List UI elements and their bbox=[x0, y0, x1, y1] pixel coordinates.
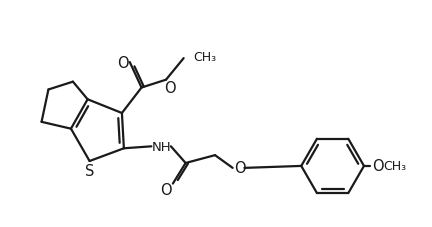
Text: O: O bbox=[117, 55, 129, 70]
Text: O: O bbox=[234, 161, 245, 176]
Text: O: O bbox=[160, 182, 172, 197]
Text: CH₃: CH₃ bbox=[194, 50, 216, 63]
Text: O: O bbox=[372, 159, 384, 174]
Text: S: S bbox=[85, 164, 94, 178]
Text: O: O bbox=[164, 81, 176, 96]
Text: CH₃: CH₃ bbox=[384, 160, 407, 173]
Text: NH: NH bbox=[151, 140, 171, 153]
